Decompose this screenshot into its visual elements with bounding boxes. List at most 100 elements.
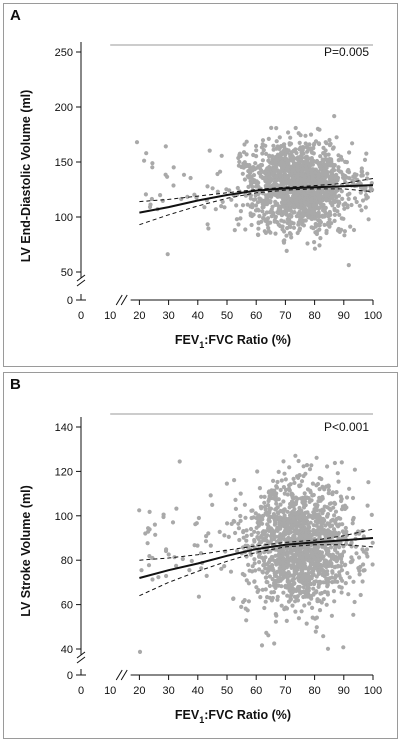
scatter-point — [306, 177, 311, 182]
scatter-point — [253, 511, 258, 516]
scatter-point — [308, 562, 313, 567]
chart-panel-a: A 0 50 100 150 200 250 0 10 20 30 40 50 60 70 80 90 100 P… — [3, 3, 398, 367]
scatter-point — [206, 226, 211, 231]
scatter-point — [258, 199, 263, 204]
scatter-point — [326, 220, 331, 225]
scatter-point — [240, 545, 246, 550]
scatter-point — [310, 605, 315, 610]
scatter-point — [243, 193, 248, 198]
scatter-point — [288, 538, 293, 543]
y-tick-label: 120 — [55, 466, 73, 478]
scatter-point — [293, 495, 299, 500]
scatter-point — [363, 193, 369, 198]
scatter-point — [254, 525, 259, 530]
scatter-point — [314, 589, 319, 594]
scatter-point — [325, 646, 331, 651]
scatter-point — [250, 569, 255, 574]
scatter-point — [295, 598, 301, 603]
scatter-point — [272, 513, 277, 518]
scatter-point — [241, 150, 247, 155]
scatter-point — [336, 479, 341, 484]
scatter-point — [332, 579, 337, 584]
scatter-point — [316, 537, 321, 542]
scatter-point — [150, 161, 155, 166]
scatter-point — [238, 209, 243, 214]
scatter-point — [303, 532, 308, 537]
scatter-point — [264, 184, 269, 189]
scatter-point — [263, 143, 268, 148]
scatter-point — [309, 498, 314, 503]
scatter-point — [329, 190, 334, 195]
scatter-point — [315, 516, 320, 521]
scatter-point — [322, 176, 327, 181]
scatter-point — [278, 487, 283, 493]
scatter-point — [364, 151, 369, 156]
scatter-point — [312, 246, 317, 251]
scatter-point — [336, 165, 341, 170]
scatter-point — [144, 151, 149, 156]
scatter-point — [322, 214, 327, 219]
scatter-point — [337, 229, 342, 234]
scatter-point — [338, 564, 343, 569]
scatter-point — [170, 520, 176, 525]
scatter-point — [276, 549, 282, 554]
scatter-point — [286, 130, 291, 135]
scatter-point — [302, 203, 307, 208]
scatter-point — [340, 504, 345, 509]
scatter-point — [276, 469, 281, 474]
scatter-point — [266, 158, 271, 163]
scatter-point — [347, 176, 352, 181]
scatter-point — [297, 533, 302, 538]
scatter-point — [220, 199, 225, 204]
scatter-point — [339, 590, 344, 595]
scatter-point — [350, 141, 355, 146]
p-value-annotation: P<0.001 — [324, 420, 369, 434]
scatter-point — [282, 200, 287, 205]
scatter-point — [273, 163, 278, 168]
scatter-point — [337, 545, 342, 550]
scatter-point — [370, 562, 375, 567]
scatter-point — [310, 532, 316, 537]
scatter-point — [241, 165, 246, 170]
scatter-point — [338, 576, 343, 581]
scatter-point — [198, 551, 204, 556]
scatter-point — [240, 571, 245, 577]
scatter-point — [325, 561, 330, 566]
scatter-point — [324, 228, 329, 233]
scatter-point — [323, 197, 329, 202]
scatter-point — [267, 175, 272, 180]
scatter-point — [279, 218, 284, 223]
scatter-point — [299, 163, 304, 168]
scatter-point — [309, 581, 314, 587]
scatter-point — [273, 619, 278, 624]
scatter-point — [267, 210, 273, 215]
scatter-point — [161, 512, 166, 517]
scatter-point — [319, 600, 324, 605]
scatter-point — [271, 568, 276, 573]
scatter-point — [347, 575, 352, 580]
scatter-point — [351, 179, 356, 184]
scatter-point — [275, 569, 280, 574]
scatter-point — [243, 606, 248, 611]
scatter-point — [296, 616, 301, 621]
scatter-point — [291, 204, 297, 210]
scatter-point — [326, 483, 331, 488]
scatter-point — [278, 183, 283, 188]
scatter-point — [312, 511, 317, 516]
scatter-point — [290, 522, 295, 527]
scatter-point — [298, 496, 303, 501]
scatter-point — [329, 564, 334, 569]
scatter-point — [339, 460, 344, 465]
x-tick-label: 100 — [364, 310, 382, 322]
scatter-point — [360, 579, 365, 584]
scatter-point — [329, 556, 334, 561]
scatter-point — [291, 225, 297, 230]
scatter-point — [310, 167, 315, 172]
scatter-point — [357, 572, 362, 577]
scatter-point — [240, 203, 246, 208]
scatter-point — [174, 563, 179, 568]
scatter-point — [332, 460, 337, 466]
scatter-point — [236, 526, 241, 531]
x-tick-label: 50 — [221, 310, 233, 322]
scatter-point — [309, 199, 314, 204]
